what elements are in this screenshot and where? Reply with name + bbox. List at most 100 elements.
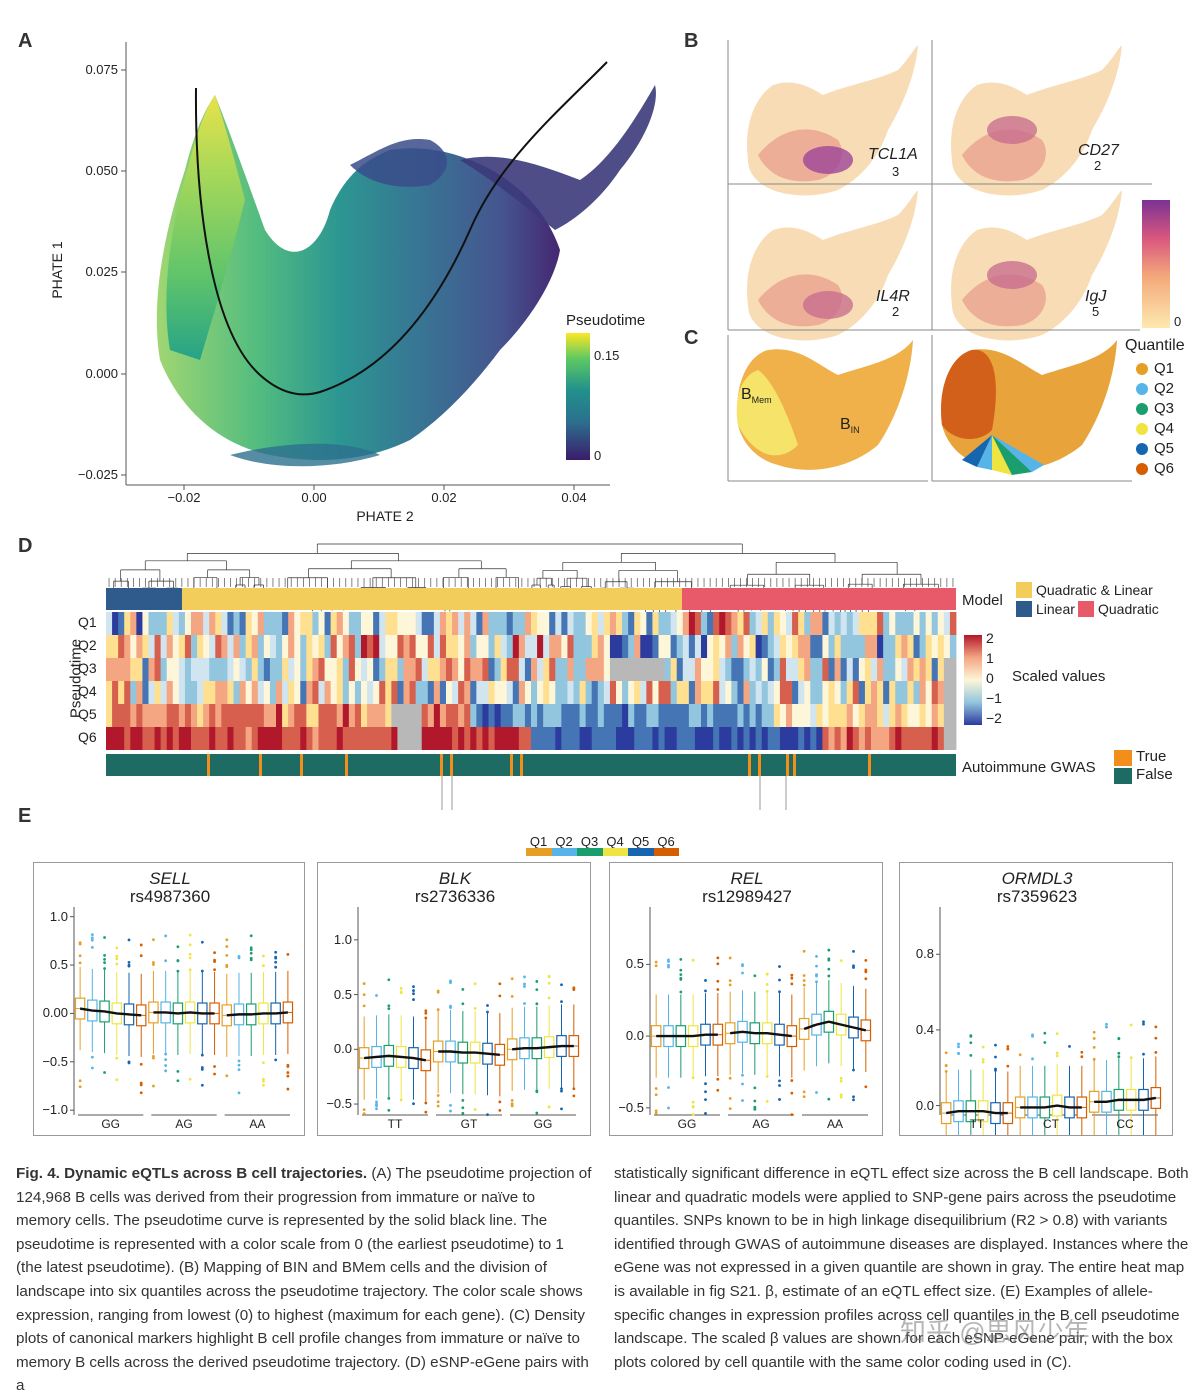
d-heat-cell [779, 658, 787, 681]
e-outlier [679, 990, 683, 994]
d-heat-cell [919, 612, 927, 635]
e-outlier [152, 938, 155, 942]
d-model-linear [106, 588, 182, 610]
d-heat-cell [901, 612, 908, 635]
d-gwas-true [793, 754, 796, 776]
e-outlier [728, 1097, 732, 1100]
e-outlier [778, 1084, 781, 1087]
e-genotype-label: CT [1043, 1117, 1059, 1131]
d-heat-cell [506, 704, 514, 727]
e-boxplot-panel: SELL rs4987360 1.0 0.5 0.00 −0.5 −1.0 GG AG AA [33, 862, 305, 1136]
e-outlier [839, 1076, 843, 1080]
d-heat-cell [701, 704, 708, 727]
d-heat-cell [276, 658, 283, 681]
d-heat-cell [731, 635, 738, 658]
e-outlier [362, 1112, 366, 1116]
d-heat-cell [482, 612, 489, 635]
e-ytick: 0.0 [915, 1097, 934, 1113]
a-cloud-tail [460, 85, 656, 230]
e-outlier [560, 983, 563, 987]
d-row-label: Q1 [78, 614, 97, 630]
d-heat-cell [889, 658, 896, 681]
e-trend-line [438, 1050, 500, 1056]
d-heat-cell [512, 704, 520, 727]
d-heat-cell [373, 704, 380, 727]
e-outlier [213, 1072, 216, 1076]
e-outlier [852, 1098, 855, 1102]
d-heat-cell [670, 727, 678, 750]
d-heat-cell [269, 704, 277, 727]
e-outlier [103, 953, 106, 957]
d-heat-cell [652, 635, 659, 658]
d-gwas-true [440, 754, 443, 776]
d-heat-cell [646, 704, 653, 727]
d-heat-cell [446, 612, 453, 635]
d-heat-cell [148, 635, 155, 658]
e-boxplot-svg [354, 907, 580, 1117]
d-heat-cell [288, 681, 295, 704]
d-heat-cell [725, 612, 732, 635]
c-quantile-plot [931, 335, 1132, 482]
d-heat-cell [276, 681, 283, 704]
e-outlier [152, 961, 155, 964]
e-outlier [1142, 1020, 1145, 1024]
d-heat-cell [257, 658, 265, 681]
d-heat-cell [336, 704, 344, 727]
e-outlier [262, 1079, 265, 1083]
d-heat-cell [427, 635, 435, 658]
d-heat-cell [913, 658, 920, 681]
d-heat-cell [361, 681, 368, 704]
d-heat-cell [415, 635, 423, 658]
d-heat-cell [749, 658, 757, 681]
d-heat-cell [719, 635, 726, 658]
e-outlier [728, 956, 732, 960]
d-heat-cell [828, 681, 835, 704]
d-heat-cell [257, 727, 265, 750]
d-row-label: Q3 [78, 660, 97, 676]
e-outlier [127, 938, 131, 942]
d-heat-cell [318, 635, 325, 658]
d-heat-cell [409, 612, 417, 635]
e-legend-label: Q5 [631, 834, 650, 849]
d-heat-cell [464, 727, 471, 750]
d-heat-cell [330, 681, 338, 704]
e-outlier [412, 998, 415, 1001]
d-heat-cell [749, 704, 757, 727]
d-heat-cell [112, 612, 119, 635]
e-outlier [679, 968, 683, 972]
d-heat-cell [518, 635, 526, 658]
d-heat-cell [348, 704, 356, 727]
d-heat-cell [488, 727, 495, 750]
d-heat-cell [458, 681, 465, 704]
e-ytick: −1.0 [42, 1102, 68, 1118]
d-heat-cell [197, 658, 204, 681]
d-heat-cell [609, 658, 617, 681]
e-outlier [78, 954, 82, 958]
d-heat-cell [895, 704, 902, 727]
e-outlier [510, 1098, 514, 1102]
d-heat-cell [439, 612, 447, 635]
d-heat-cell [367, 727, 374, 750]
d-heat-cell [203, 727, 210, 750]
d-heat-cell [925, 612, 933, 635]
d-heat-cell [616, 681, 623, 704]
d-heat-cell [634, 612, 641, 635]
a-xtick: 0.02 [431, 490, 457, 505]
d-heat-cell [458, 612, 465, 635]
d-heat-cell [178, 681, 186, 704]
e-outlier [473, 982, 477, 986]
d-scale-tick: −1 [986, 690, 1002, 706]
d-heat-cell [543, 727, 550, 750]
d-heat-cell [628, 658, 635, 681]
d-heat-cell [779, 635, 787, 658]
panel-label-e: E [18, 805, 32, 827]
e-outlier [498, 982, 502, 986]
e-outlier [274, 960, 278, 964]
e-outlier [412, 985, 415, 989]
e-legend-swatch [653, 848, 679, 856]
d-heat-cell [184, 681, 192, 704]
e-outlier [741, 1082, 744, 1086]
d-heat-cell [191, 612, 198, 635]
e-outlier [387, 1097, 391, 1100]
d-heat-cell [707, 635, 714, 658]
